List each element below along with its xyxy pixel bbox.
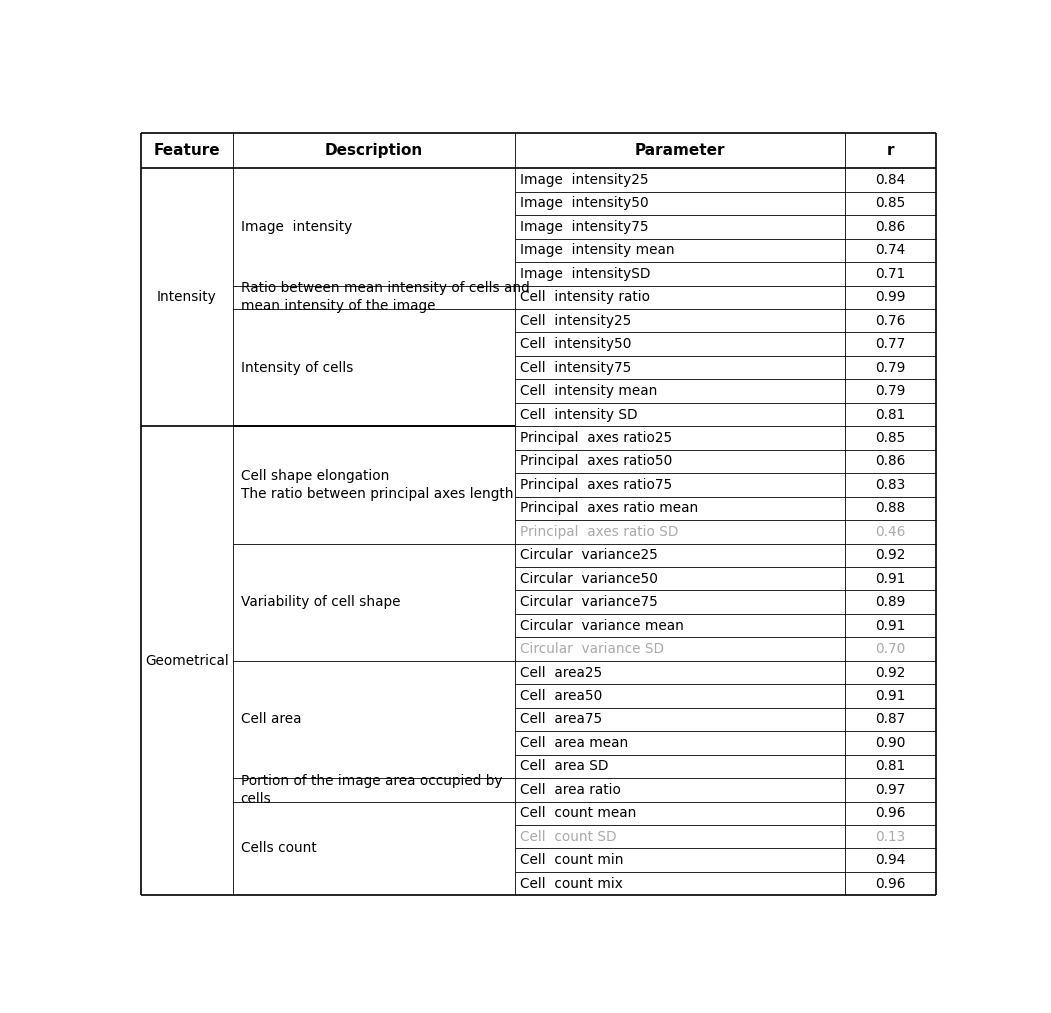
- Text: Cell  count min: Cell count min: [520, 853, 624, 867]
- Text: 0.71: 0.71: [875, 266, 906, 281]
- Text: 0.86: 0.86: [875, 220, 906, 234]
- Text: Image  intensity75: Image intensity75: [520, 220, 650, 234]
- Text: 0.87: 0.87: [875, 712, 906, 726]
- Text: Circular  variance75: Circular variance75: [520, 596, 658, 609]
- Text: 0.86: 0.86: [875, 455, 906, 468]
- Text: Cell shape elongation
The ratio between principal axes length: Cell shape elongation The ratio between …: [241, 469, 513, 500]
- Text: Geometrical: Geometrical: [145, 653, 229, 668]
- Text: Cell  intensity75: Cell intensity75: [520, 361, 632, 375]
- Text: 0.94: 0.94: [875, 853, 906, 867]
- Text: Image  intensity: Image intensity: [241, 220, 352, 234]
- Text: 0.91: 0.91: [875, 619, 906, 633]
- Text: Cell  area50: Cell area50: [520, 689, 602, 703]
- Text: Description: Description: [325, 143, 423, 158]
- Text: Cell  intensity25: Cell intensity25: [520, 314, 632, 328]
- Text: 0.77: 0.77: [875, 337, 906, 352]
- Text: Circular  variance25: Circular variance25: [520, 548, 658, 562]
- Text: 0.76: 0.76: [875, 314, 906, 328]
- Text: Cell  area mean: Cell area mean: [520, 735, 628, 750]
- Text: Cell  area75: Cell area75: [520, 712, 602, 726]
- Text: Cell  area25: Cell area25: [520, 666, 602, 680]
- Text: Circular  variance SD: Circular variance SD: [520, 642, 664, 656]
- Text: Cell  area SD: Cell area SD: [520, 760, 609, 773]
- Text: 0.74: 0.74: [875, 243, 906, 257]
- Text: Intensity: Intensity: [157, 291, 217, 304]
- Text: Principal  axes ratio25: Principal axes ratio25: [520, 431, 673, 445]
- Text: Feature: Feature: [153, 143, 220, 158]
- Text: Ratio between mean intensity of cells and
mean intensity of the image: Ratio between mean intensity of cells an…: [241, 282, 530, 313]
- Text: 0.84: 0.84: [875, 173, 906, 187]
- Text: Cell  intensity50: Cell intensity50: [520, 337, 632, 352]
- Text: Cell  intensity ratio: Cell intensity ratio: [520, 291, 651, 304]
- Text: Cell area: Cell area: [241, 712, 302, 726]
- Text: 0.79: 0.79: [875, 361, 906, 375]
- Text: Image  intensity50: Image intensity50: [520, 197, 650, 211]
- Text: Cell  intensity mean: Cell intensity mean: [520, 384, 658, 398]
- Text: 0.96: 0.96: [875, 806, 906, 821]
- Text: Principal  axes ratio SD: Principal axes ratio SD: [520, 525, 679, 539]
- Text: 0.85: 0.85: [875, 431, 906, 445]
- Text: 0.79: 0.79: [875, 384, 906, 398]
- Text: 0.97: 0.97: [875, 783, 906, 797]
- Text: Principal  axes ratio75: Principal axes ratio75: [520, 478, 673, 492]
- Text: Cells count: Cells count: [241, 842, 316, 855]
- Text: Image  intensitySD: Image intensitySD: [520, 266, 651, 281]
- Text: 0.88: 0.88: [875, 501, 906, 516]
- Text: Cell  intensity SD: Cell intensity SD: [520, 407, 638, 421]
- Text: 0.92: 0.92: [875, 548, 906, 562]
- Text: 0.91: 0.91: [875, 689, 906, 703]
- Text: Intensity of cells: Intensity of cells: [241, 361, 353, 375]
- Text: Principal  axes ratio mean: Principal axes ratio mean: [520, 501, 699, 516]
- Text: Image  intensity25: Image intensity25: [520, 173, 650, 187]
- Text: 0.85: 0.85: [875, 197, 906, 211]
- Text: 0.81: 0.81: [875, 760, 906, 773]
- Text: 0.96: 0.96: [875, 876, 906, 890]
- Text: 0.70: 0.70: [875, 642, 906, 656]
- Text: Parameter: Parameter: [635, 143, 725, 158]
- Text: Cell  area ratio: Cell area ratio: [520, 783, 621, 797]
- Text: Cell  count SD: Cell count SD: [520, 830, 617, 844]
- Text: Circular  variance50: Circular variance50: [520, 571, 658, 586]
- Text: 0.91: 0.91: [875, 571, 906, 586]
- Text: 0.99: 0.99: [875, 291, 906, 304]
- Text: 0.83: 0.83: [875, 478, 906, 492]
- Text: Portion of the image area occupied by
cells: Portion of the image area occupied by ce…: [241, 774, 502, 805]
- Text: Variability of cell shape: Variability of cell shape: [241, 596, 400, 609]
- Text: 0.13: 0.13: [875, 830, 906, 844]
- Text: r: r: [887, 143, 894, 158]
- Text: Circular  variance mean: Circular variance mean: [520, 619, 684, 633]
- Text: 0.46: 0.46: [875, 525, 906, 539]
- Text: Cell  count mix: Cell count mix: [520, 876, 623, 890]
- Text: Principal  axes ratio50: Principal axes ratio50: [520, 455, 673, 468]
- Text: 0.92: 0.92: [875, 666, 906, 680]
- Text: 0.90: 0.90: [875, 735, 906, 750]
- Text: 0.89: 0.89: [875, 596, 906, 609]
- Text: Cell  count mean: Cell count mean: [520, 806, 637, 821]
- Text: Image  intensity mean: Image intensity mean: [520, 243, 675, 257]
- Text: 0.81: 0.81: [875, 407, 906, 421]
